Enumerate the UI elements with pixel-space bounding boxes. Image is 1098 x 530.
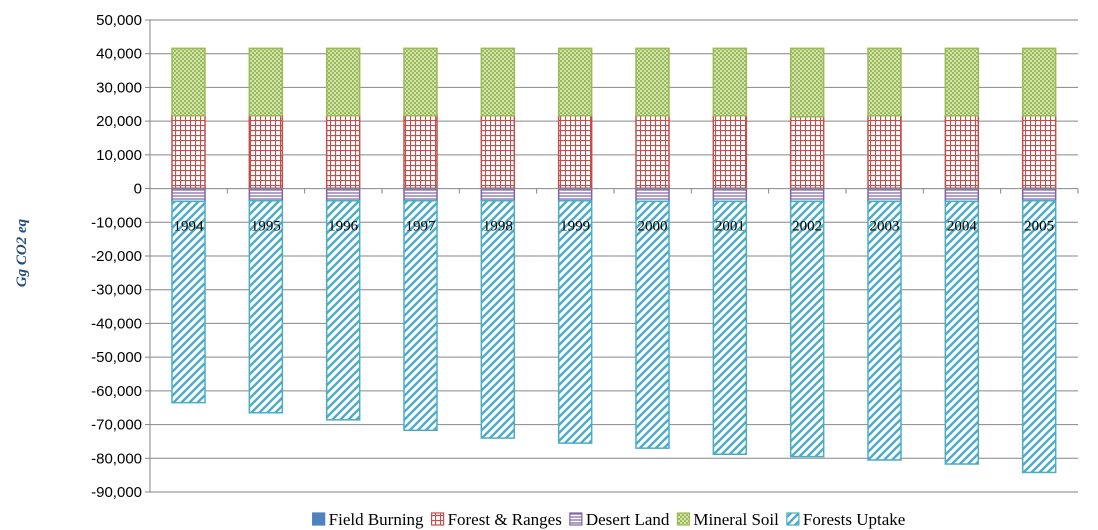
- x-tick-label: 2000: [638, 219, 668, 235]
- y-tick-label: -40,000: [91, 315, 142, 332]
- bar-segment: [944, 47, 980, 117]
- legend-swatch: [312, 512, 326, 526]
- y-tick-label: 30,000: [96, 79, 142, 96]
- bar-segment: [789, 187, 825, 203]
- bars: [171, 47, 1057, 474]
- bar-segment: [557, 199, 593, 444]
- axes: 50,000 40,000 30,000 20,000 10,000 0 -10,000 -2…: [91, 12, 1079, 501]
- bar-segment: [712, 200, 748, 455]
- bar-segment: [403, 187, 438, 202]
- bar-segment: [480, 47, 516, 117]
- y-tick-label: 10,000: [96, 147, 142, 164]
- y-tick-label: -80,000: [91, 450, 142, 467]
- bar-segment: [944, 114, 980, 189]
- bar-segment: [867, 114, 902, 189]
- bar-segment: [1021, 199, 1057, 474]
- x-tick-label: 2003: [870, 219, 900, 235]
- legend-swatch: [430, 512, 445, 526]
- bar-segment: [1021, 187, 1057, 202]
- bar-segment: [171, 114, 206, 189]
- bar-segment: [325, 199, 361, 421]
- bar-segment: [789, 116, 825, 189]
- bar-segment: [789, 47, 825, 118]
- bar-segment: [1021, 47, 1057, 117]
- x-tick-label: 1994: [174, 219, 205, 235]
- y-axis-title: Gg CO2 eq: [14, 218, 30, 287]
- bar-segment: [712, 114, 748, 189]
- y-tick-label: -30,000: [91, 282, 142, 299]
- bar-segment: [635, 187, 670, 203]
- x-tick-label: 2004: [947, 219, 978, 235]
- bar-segment: [944, 200, 980, 465]
- bar-segment: [248, 199, 284, 414]
- x-tick-label: 1995: [251, 219, 281, 235]
- legend-label: Forests Uptake: [803, 510, 905, 529]
- legend-swatch: [569, 512, 583, 526]
- bar-segment: [480, 199, 516, 439]
- bar-segment: [557, 47, 593, 117]
- bar-segment: [248, 114, 284, 189]
- x-tick-label: 2001: [715, 219, 745, 235]
- y-tick-label: -10,000: [91, 214, 142, 231]
- y-axis-title-group: Gg CO2 eq: [14, 218, 30, 287]
- x-tick-label: 2005: [1024, 219, 1054, 235]
- legend-label: Field Burning: [329, 510, 424, 529]
- legend-label: Desert Land: [586, 510, 670, 529]
- x-tick-label: 1997: [406, 219, 437, 235]
- y-tick-label: -70,000: [91, 417, 142, 434]
- bar-segment: [712, 47, 748, 117]
- bar-segment: [403, 199, 438, 432]
- legend-label: Mineral Soil: [693, 510, 779, 529]
- legend-swatch: [676, 512, 691, 526]
- legend-swatch: [786, 512, 800, 526]
- bar-segment: [635, 47, 670, 117]
- bar-segment: [171, 187, 206, 203]
- bar-segment: [403, 114, 438, 189]
- bar-segment: [248, 187, 284, 202]
- bar-segment: [635, 114, 670, 189]
- y-tick-label: 40,000: [96, 46, 142, 63]
- gridlines: [150, 19, 1078, 493]
- bar-segment: [480, 114, 516, 189]
- bar-segment: [867, 47, 902, 117]
- y-tick-label: -60,000: [91, 383, 142, 400]
- bar-segment: [789, 200, 825, 458]
- legend-label: Forest & Ranges: [448, 510, 562, 529]
- x-tick-label: 1998: [483, 219, 513, 235]
- bar-segment: [480, 187, 516, 202]
- legend: Field Burning Forest & Ranges Desert Land M…: [312, 510, 905, 529]
- bar-segment: [403, 47, 438, 117]
- y-tick-label: -20,000: [91, 248, 142, 265]
- bar-segment: [171, 200, 206, 404]
- y-tick-label: 0: [134, 181, 142, 198]
- bar-segment: [944, 187, 980, 203]
- bar-segment: [1021, 114, 1057, 189]
- bar-segment: [867, 200, 902, 461]
- bar-segment: [712, 187, 748, 203]
- y-tick-label: -50,000: [91, 349, 142, 366]
- bar-segment: [557, 187, 593, 202]
- y-tick-label: -90,000: [91, 484, 142, 501]
- y-tick-label: 50,000: [96, 12, 142, 29]
- x-tick-label: 1996: [328, 219, 359, 235]
- bar-segment: [557, 114, 593, 189]
- bar-segment: [325, 114, 361, 189]
- bar-segment: [325, 47, 361, 117]
- x-tick-label: 1999: [560, 219, 590, 235]
- bar-segment: [635, 200, 670, 449]
- bar-segment: [325, 187, 361, 202]
- bar-segment: [171, 47, 206, 117]
- x-tick-label: 2002: [792, 219, 822, 235]
- y-tick-label: 20,000: [96, 113, 142, 130]
- bar-segment: [867, 187, 902, 203]
- bar-segment: [248, 47, 284, 117]
